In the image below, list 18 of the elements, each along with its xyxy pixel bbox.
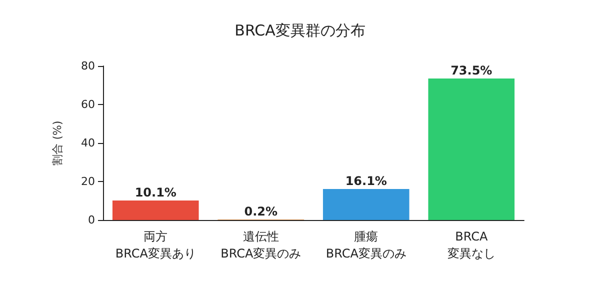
bar	[322, 189, 410, 220]
data-label: 16.1%	[345, 174, 387, 188]
x-tick-label: 両方 BRCA変異あり	[115, 230, 196, 260]
x-tick-label: BRCA 変異なし	[447, 230, 496, 260]
y-tick-label: 0	[88, 214, 95, 226]
y-tick-label: 20	[81, 175, 95, 188]
y-tick-label: 80	[81, 60, 95, 72]
data-label: 73.5%	[450, 64, 492, 78]
data-label: 0.2%	[244, 204, 278, 219]
y-axis-title: 割合 (%)	[51, 120, 64, 166]
chart-title: BRCA変異群の分布	[234, 22, 366, 40]
x-tick-label: 遺伝性 BRCA変異のみ	[220, 230, 302, 260]
bar	[428, 78, 515, 220]
y-tick-label: 40	[81, 136, 95, 150]
x-tick-label: 腫瘍 BRCA変異のみ	[326, 230, 406, 260]
y-tick-label: 60	[81, 98, 95, 111]
bar	[112, 200, 199, 220]
data-label: 10.1%	[134, 186, 176, 200]
